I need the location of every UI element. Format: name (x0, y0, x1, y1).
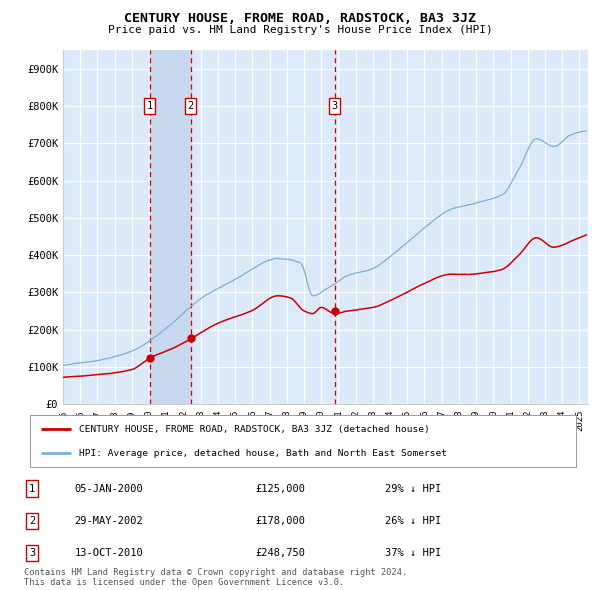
Text: 13-OCT-2010: 13-OCT-2010 (74, 548, 143, 558)
Text: 37% ↓ HPI: 37% ↓ HPI (385, 548, 441, 558)
Text: 05-JAN-2000: 05-JAN-2000 (74, 484, 143, 494)
Text: Contains HM Land Registry data © Crown copyright and database right 2024.
This d: Contains HM Land Registry data © Crown c… (24, 568, 407, 587)
Text: HPI: Average price, detached house, Bath and North East Somerset: HPI: Average price, detached house, Bath… (79, 449, 447, 458)
Text: 3: 3 (29, 548, 35, 558)
Text: 29-MAY-2002: 29-MAY-2002 (74, 516, 143, 526)
Text: CENTURY HOUSE, FROME ROAD, RADSTOCK, BA3 3JZ (detached house): CENTURY HOUSE, FROME ROAD, RADSTOCK, BA3… (79, 425, 430, 434)
Text: £178,000: £178,000 (255, 516, 305, 526)
Text: 26% ↓ HPI: 26% ↓ HPI (385, 516, 441, 526)
Text: 2: 2 (29, 516, 35, 526)
FancyBboxPatch shape (30, 415, 576, 467)
Text: 2: 2 (187, 101, 194, 111)
Text: £248,750: £248,750 (255, 548, 305, 558)
Text: 1: 1 (146, 101, 153, 111)
Text: Price paid vs. HM Land Registry's House Price Index (HPI): Price paid vs. HM Land Registry's House … (107, 25, 493, 35)
Text: 29% ↓ HPI: 29% ↓ HPI (385, 484, 441, 494)
Text: CENTURY HOUSE, FROME ROAD, RADSTOCK, BA3 3JZ: CENTURY HOUSE, FROME ROAD, RADSTOCK, BA3… (124, 12, 476, 25)
Bar (149, 50, 191, 404)
Text: 1: 1 (29, 484, 35, 494)
Text: 3: 3 (331, 101, 338, 111)
Text: £125,000: £125,000 (255, 484, 305, 494)
